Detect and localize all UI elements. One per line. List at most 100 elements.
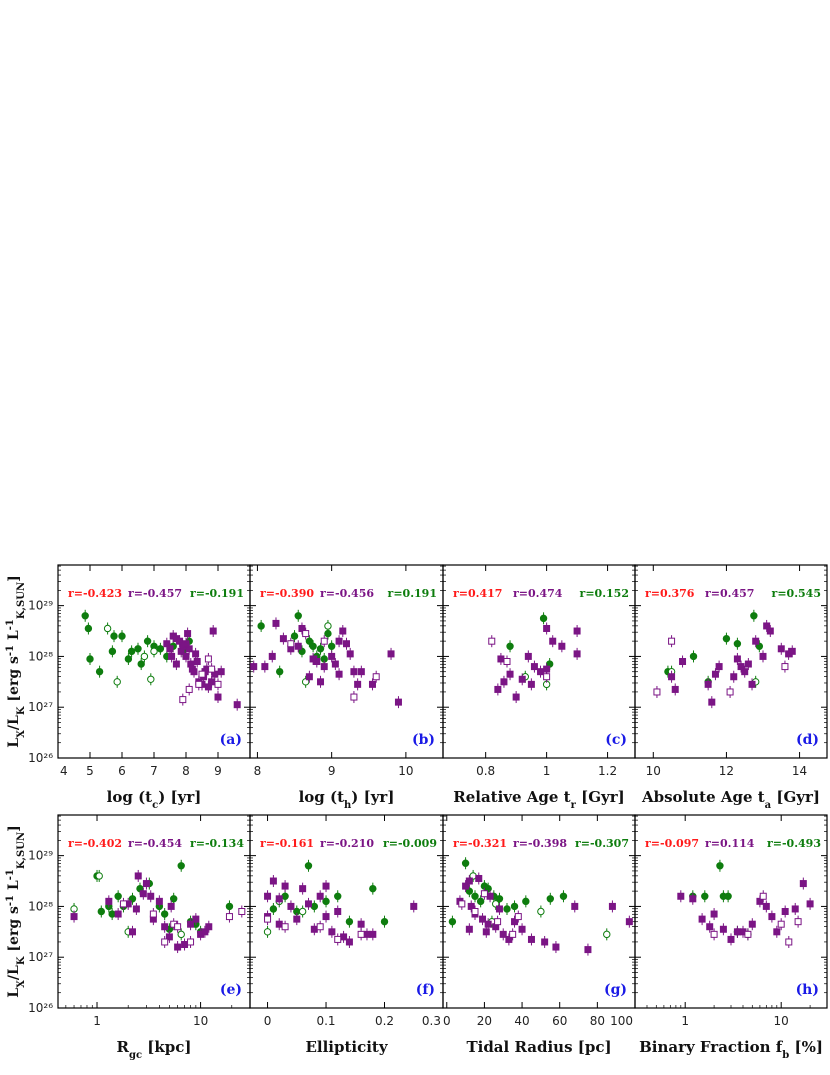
- data-point-purple: [511, 918, 519, 926]
- data-point-purple: [331, 660, 339, 668]
- data-point-purple: [488, 637, 496, 645]
- x-axis-label-text: [Gyr]: [576, 788, 625, 806]
- r-label-red: r=-0.423: [68, 587, 122, 600]
- data-point-purple: [369, 930, 377, 938]
- r-label-red: r=-0.321: [453, 837, 507, 850]
- data-point-purple: [368, 680, 376, 688]
- x-tick-label: 0.1: [316, 1014, 335, 1028]
- data-point-green: [140, 652, 149, 661]
- data-point-purple: [480, 890, 488, 898]
- data-point-green: [275, 667, 284, 676]
- data-point-green: [156, 645, 165, 653]
- data-point-green: [257, 622, 265, 630]
- data-point-green: [290, 632, 299, 640]
- data-point-purple: [719, 925, 727, 933]
- data-point-purple: [119, 900, 127, 908]
- data-point-purple: [573, 650, 581, 658]
- y-axis-label-sub: K,SUN: [16, 582, 27, 619]
- data-point-purple: [744, 930, 752, 938]
- data-point-purple: [527, 680, 535, 688]
- data-point-purple: [785, 938, 793, 946]
- data-point-purple: [350, 668, 358, 676]
- data-point-green: [84, 624, 93, 633]
- x-axis-label: Binary Fraction fb [%]: [639, 1038, 823, 1061]
- data-point-purple: [706, 923, 714, 931]
- data-point-purple: [192, 650, 200, 658]
- data-point-purple: [710, 910, 718, 918]
- x-axis-label-text: [%]: [789, 1038, 823, 1056]
- x-axis-label-text: Binary Fraction f: [639, 1038, 784, 1056]
- data-point-purple: [204, 655, 212, 663]
- data-point-green: [160, 910, 169, 918]
- data-point-purple: [363, 930, 371, 938]
- data-point-purple: [484, 920, 492, 928]
- r-label-green: r=0.545: [772, 587, 821, 600]
- series-green-open: [469, 869, 611, 941]
- data-point-purple: [181, 941, 189, 949]
- r-label-purple: r=-0.454: [128, 837, 182, 850]
- data-point-green: [108, 647, 117, 656]
- data-point-purple: [482, 928, 490, 936]
- data-point-green: [539, 614, 548, 623]
- data-point-green: [537, 907, 545, 916]
- data-point-purple: [299, 885, 307, 893]
- data-point-green: [461, 859, 470, 867]
- data-point-green: [476, 897, 485, 906]
- series-purple-open: [119, 897, 246, 948]
- data-point-purple: [505, 935, 513, 943]
- panel-label: (a): [220, 732, 242, 748]
- y-tick-label: 10²⁸: [28, 899, 53, 913]
- r-label-red: r=0.376: [645, 587, 695, 600]
- y-tick-label: 10²⁷: [28, 950, 53, 964]
- data-point-purple: [410, 902, 418, 910]
- r-label-purple: r=0.457: [705, 587, 754, 600]
- data-point-green: [177, 862, 185, 870]
- data-point-purple: [494, 918, 502, 926]
- data-point-purple: [261, 663, 269, 671]
- r-label-purple: r=-0.210: [320, 837, 374, 850]
- y-tick-label: 10²⁹: [28, 849, 53, 863]
- x-axis-label-text: [kpc]: [142, 1038, 191, 1056]
- x-axis-label-text: log (t: [107, 788, 153, 806]
- panel-label: (h): [796, 982, 819, 998]
- data-point-purple: [184, 630, 192, 638]
- data-point-green: [603, 930, 611, 939]
- y-axis-label-text: ]: [6, 825, 22, 832]
- data-point-green: [127, 647, 136, 656]
- x-axis-label-text: R: [117, 1038, 130, 1056]
- data-point-green: [108, 910, 116, 918]
- data-point-purple: [275, 895, 283, 903]
- x-axis-label-text: Ellipticity: [305, 1038, 388, 1056]
- data-point-purple: [689, 895, 697, 903]
- data-point-green: [309, 642, 317, 650]
- data-point-green: [294, 612, 302, 620]
- data-point-purple: [471, 908, 479, 915]
- data-point-purple: [187, 938, 195, 946]
- data-point-purple: [105, 897, 113, 905]
- series-purple-open: [710, 890, 802, 948]
- data-point-purple: [514, 913, 522, 921]
- data-point-green: [134, 645, 142, 653]
- data-point-purple: [794, 918, 802, 926]
- series-purple-filled: [668, 619, 796, 709]
- x-axis-label-text: [Gyr]: [771, 788, 820, 806]
- data-point-purple: [781, 663, 789, 671]
- data-point-purple: [350, 693, 358, 701]
- x-axis-label: Tidal Radius [pc]: [466, 1038, 611, 1056]
- data-point-purple: [264, 892, 272, 900]
- data-point-purple: [214, 680, 222, 688]
- x-tick-label: 10: [646, 764, 661, 778]
- data-point-purple: [287, 902, 295, 910]
- data-point-purple: [715, 663, 723, 671]
- y-axis-label-sub: K,SUN: [16, 832, 27, 869]
- data-point-green: [380, 917, 389, 926]
- x-tick-label: 0: [264, 1014, 272, 1028]
- data-point-purple: [209, 627, 217, 635]
- series-purple-open: [287, 627, 380, 704]
- data-point-green: [118, 632, 126, 640]
- data-point-purple: [114, 910, 122, 918]
- data-point-purple: [179, 696, 187, 704]
- data-point-purple: [518, 675, 526, 683]
- data-point-purple: [509, 930, 517, 938]
- data-point-purple: [343, 640, 350, 648]
